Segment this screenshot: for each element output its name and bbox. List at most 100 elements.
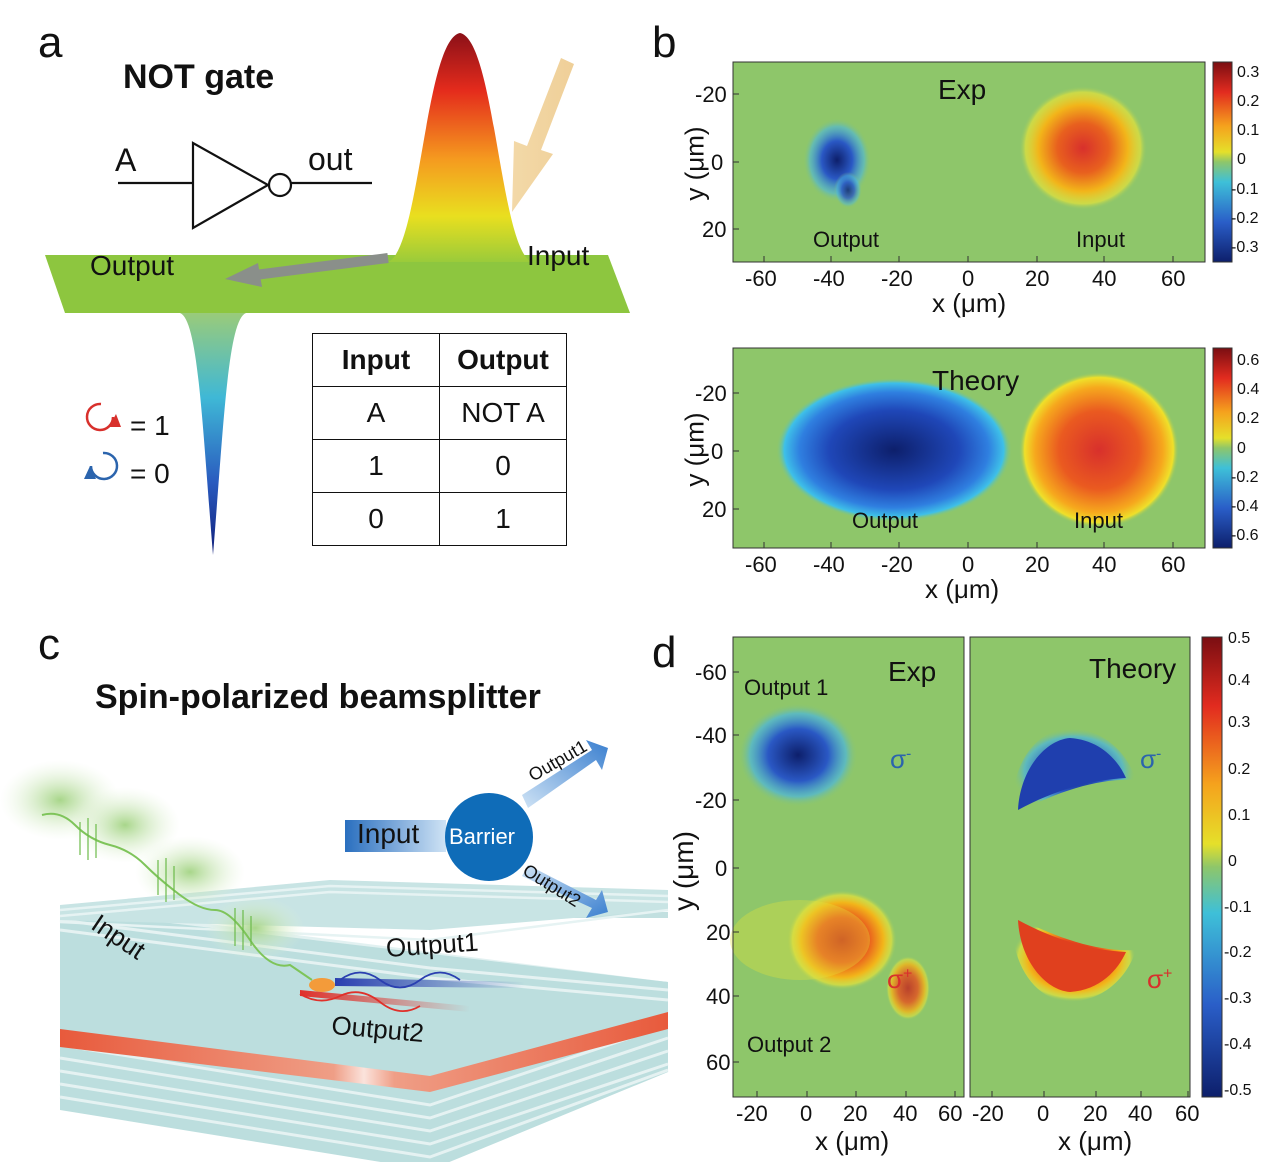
d-ytick: -20	[695, 788, 727, 813]
theory-input-label: Input	[1074, 508, 1123, 533]
panel-d-maps	[730, 636, 1223, 1098]
d-exp-negative-spot	[738, 703, 858, 807]
theory-ytick: 0	[711, 439, 724, 464]
exp-negative-tail	[834, 172, 862, 208]
exp-ytick: 20	[702, 217, 727, 242]
theory-ytick: -20	[695, 381, 727, 406]
incident-beam-arrow	[512, 58, 574, 212]
exp-xtick: 60	[1161, 266, 1186, 291]
d-ytick: 40	[706, 984, 731, 1009]
exp-ytick: 0	[711, 150, 724, 175]
output1-beam	[335, 978, 525, 988]
d-ylabel: y (μm)	[668, 831, 699, 911]
d-cbar-tick: 0.3	[1228, 714, 1251, 731]
exp-cbar-tick: -0.1	[1231, 181, 1259, 198]
counterclockwise-circle-arrow-icon	[84, 451, 119, 481]
truth-cell: 0	[312, 492, 440, 546]
exp-xtick: -40	[813, 266, 845, 291]
theory-positive-blob	[1019, 372, 1179, 528]
green-plane	[45, 255, 630, 313]
panel-c: c Spin-polarized beamsplitter	[0, 610, 680, 1162]
d-theory-xtick: -20	[972, 1101, 1004, 1126]
exp-xtick: 0	[962, 266, 975, 291]
d-theory-title: Theory	[1089, 653, 1177, 684]
truth-table-header: Input Output	[312, 333, 567, 387]
exp-positive-spot	[1019, 86, 1147, 210]
exp-cbar-tick: -0.3	[1231, 239, 1259, 256]
d-theory-xlabel: x (μm)	[1058, 1126, 1133, 1156]
theory-cbar-tick: 0	[1237, 440, 1246, 457]
beamsplitter-figure	[0, 740, 669, 1162]
output2-schematic-arrow	[522, 865, 608, 918]
d-ytick: 20	[706, 920, 731, 945]
truth-cell: A	[312, 386, 440, 440]
d-exp-title: Exp	[888, 656, 937, 687]
panel-c-title: Spin-polarized beamsplitter	[95, 678, 541, 716]
peak-surface	[388, 33, 532, 262]
d-exp-sigma-plus: σ+	[887, 964, 913, 994]
barrier-label: Barrier	[449, 824, 516, 849]
theory-cbar-tick: 0.6	[1237, 352, 1260, 369]
theory-ytick: 20	[702, 497, 727, 522]
truth-cell: 0	[439, 439, 567, 493]
output1-schematic-arrow	[522, 740, 608, 808]
exp-xtick: 40	[1092, 266, 1117, 291]
d-theory-map-background	[970, 637, 1190, 1097]
theory-xtick: 20	[1025, 552, 1050, 577]
d-exp-sigma-minus: σ-	[890, 744, 912, 774]
theory-cbar-tick: -0.4	[1231, 498, 1259, 515]
exp-cbar-tick: 0.3	[1237, 64, 1260, 81]
d-cbar-tick: -0.5	[1224, 1082, 1252, 1099]
slab-body	[60, 910, 668, 1162]
d-cbar-tick: 0.2	[1228, 761, 1251, 778]
d-cbar-tick: 0.5	[1228, 630, 1251, 647]
flow-arrow-head	[225, 263, 262, 287]
theory-xlabel: x (μm)	[925, 574, 1000, 604]
d-cbar-tick: -0.2	[1224, 944, 1252, 961]
not-gate-figure	[45, 33, 630, 555]
exp-cbar-tick: 0.1	[1237, 122, 1260, 139]
d-exp-map-background	[733, 637, 964, 1097]
exp-output-label: Output	[813, 227, 880, 252]
exp-cbar-tick: 0.2	[1237, 93, 1260, 110]
d-exp-positive-spot	[787, 890, 897, 990]
truth-cell: NOT A	[439, 386, 567, 440]
gate-output-label: out	[308, 141, 353, 177]
d-ytick: -60	[695, 660, 727, 685]
exp-xtick: -60	[745, 266, 777, 291]
exp-xtick: -20	[881, 266, 913, 291]
theory-ylabel: y (μm)	[679, 412, 710, 487]
d-output1-label: Output 1	[744, 675, 829, 700]
gate-input-label: A	[115, 142, 137, 178]
panel-b: b Exp Output Input y (μm) -20 0 20 -60 -…	[640, 0, 1269, 610]
d-ytick: -40	[695, 723, 727, 748]
theory-cbar-tick: -0.6	[1231, 527, 1259, 544]
d-exp-xtick: -20	[736, 1101, 768, 1126]
d-ytick: 0	[715, 856, 728, 881]
d-cbar-tick: 0.1	[1228, 807, 1251, 824]
dip-surface	[180, 313, 246, 555]
panel-a: a NOT gate	[0, 0, 640, 590]
d-output2-label: Output 2	[747, 1032, 832, 1057]
exp-cbar-tick: 0	[1237, 151, 1246, 168]
d-ytick: 60	[706, 1050, 731, 1075]
plane-output-label: Output	[90, 250, 175, 281]
d-exp-xtick: 40	[893, 1101, 918, 1126]
d-cbar-tick: -0.1	[1224, 899, 1252, 916]
truth-cell: 1	[312, 439, 440, 493]
plane-input-label: Input	[527, 240, 590, 271]
theory-xtick: 60	[1161, 552, 1186, 577]
barrier-circle	[445, 793, 533, 881]
panel-b-maps	[732, 61, 1233, 549]
theory-colorbar	[1212, 347, 1233, 549]
clockwise-circle-arrow-icon	[85, 402, 121, 432]
d-cbar-tick: -0.3	[1224, 990, 1252, 1007]
d-theory-xtick: 20	[1083, 1101, 1108, 1126]
theory-output-label: Output	[852, 508, 919, 533]
d-theory-xtick: 40	[1128, 1101, 1153, 1126]
wave-output1-label: Output1	[385, 926, 480, 963]
schematic-input-label: Input	[357, 818, 420, 849]
d-theory-sigma-plus: σ+	[1147, 964, 1173, 994]
truth-table: Input Output A NOT A 1 0 0 1	[312, 333, 567, 546]
panel-a-title: NOT gate	[123, 58, 275, 96]
